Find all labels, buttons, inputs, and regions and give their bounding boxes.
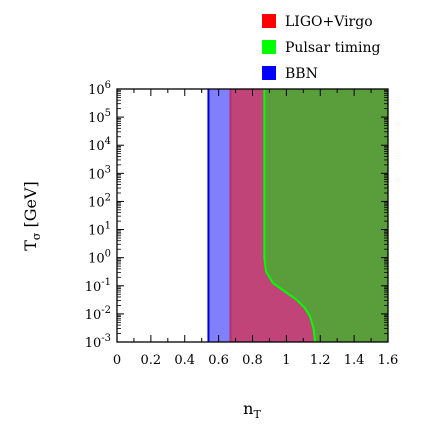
legend-swatch-bbn [262, 66, 276, 80]
x-tick-label: 1.6 [378, 353, 399, 368]
legend-label-pulsar-timing: Pulsar timing [285, 40, 380, 56]
y-tick-label: 106 [88, 80, 111, 98]
y-axis-ticks: 10-3 10-2 10-1 100 101 102 103 104 105 106 [85, 80, 388, 351]
x-tick-label: 0 [113, 353, 121, 368]
legend-swatch-pulsar-timing [262, 40, 276, 54]
chart-regions [207, 89, 388, 343]
x-tick-label: 0.6 [208, 353, 229, 368]
y-tick-label: 10-3 [85, 333, 111, 351]
region-pulsar-timing [264, 89, 388, 342]
legend-label-ligo-virgo: LIGO+Virgo [285, 14, 373, 30]
x-axis-label-sub: T [253, 408, 261, 421]
legend-swatch-ligo-virgo [262, 14, 276, 28]
x-axis-ticks: 0 0.2 0.4 0.6 0.8 1 1.2 1.4 1.6 [113, 89, 398, 368]
y-tick-label: 105 [88, 108, 111, 126]
y-axis-label: Tσ [GeV] [21, 181, 43, 251]
x-tick-label: 0.2 [141, 353, 162, 368]
y-tick-label: 10-2 [85, 305, 111, 323]
boundary-pulsar-timing [263, 89, 317, 343]
y-tick-label: 101 [88, 221, 111, 239]
y-axis-label-unit: [GeV] [21, 181, 40, 232]
legend: LIGO+Virgo Pulsar timing BBN [262, 14, 380, 82]
x-tick-label: 0.8 [242, 353, 263, 368]
y-tick-label: 100 [88, 249, 111, 267]
x-axis-label: nT [243, 399, 261, 421]
y-tick-label: 104 [88, 136, 111, 154]
legend-label-bbn: BBN [285, 66, 318, 82]
x-tick-label: 0.4 [174, 353, 195, 368]
y-tick-label: 10-1 [85, 277, 111, 295]
y-axis-label-sub: σ [30, 232, 43, 240]
y-axis-label-main: T [21, 240, 40, 251]
y-tick-label: 103 [88, 164, 111, 182]
x-tick-label: 1.2 [310, 353, 331, 368]
y-tick-label: 102 [88, 192, 111, 210]
x-axis-label-main: n [243, 399, 253, 418]
x-tick-label: 1.4 [344, 353, 365, 368]
x-tick-label: 1 [282, 353, 290, 368]
